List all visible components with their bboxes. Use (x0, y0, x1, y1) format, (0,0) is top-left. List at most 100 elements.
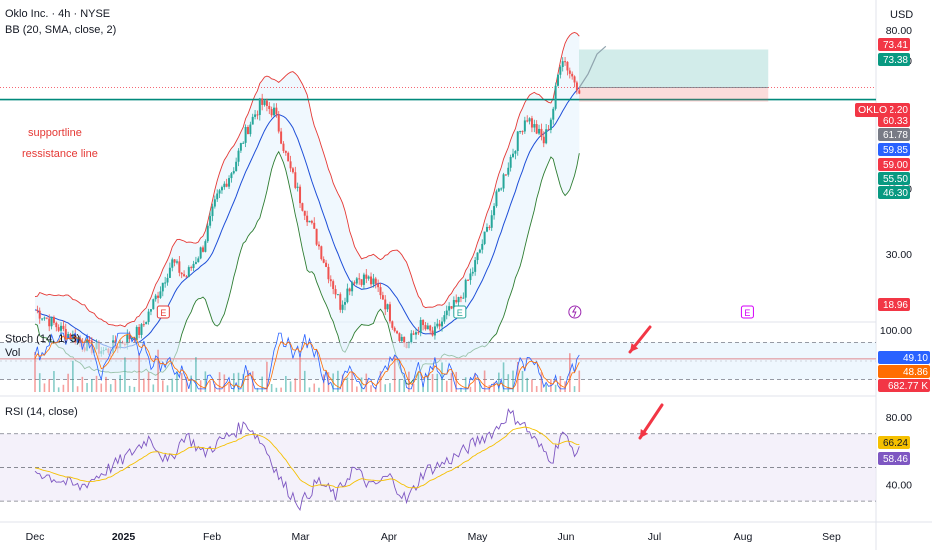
volume-bar (209, 381, 211, 392)
volume-bar (370, 385, 372, 392)
candle-body (556, 74, 559, 86)
candle-body (474, 260, 477, 272)
candle-body (256, 114, 259, 116)
volume-bar (237, 372, 240, 392)
volume-bar (143, 378, 145, 392)
candle-body (296, 186, 299, 188)
volume-bar (95, 375, 98, 392)
price-badge (878, 172, 910, 185)
candle-body (299, 186, 302, 204)
candle-body (168, 267, 171, 278)
volume-bar (161, 380, 164, 392)
vol-label[interactable]: Vol (5, 347, 21, 359)
candle-body (157, 295, 160, 298)
candle-body (561, 61, 564, 67)
candle-body (258, 98, 261, 115)
volume-bar (431, 374, 434, 392)
candle-body (246, 126, 249, 135)
candle-body (204, 241, 207, 252)
candle-body (282, 143, 285, 151)
candle-body (502, 174, 505, 189)
candle-body (263, 100, 266, 105)
volume-bar (138, 352, 140, 392)
volume-bar (100, 383, 103, 392)
volume-bar (540, 372, 543, 392)
candle-body (223, 183, 226, 188)
time-axis-label: Jul (648, 531, 661, 543)
volume-bar (119, 374, 121, 392)
candle-body (213, 199, 216, 207)
candle-body (500, 188, 503, 190)
volume-bar (427, 374, 429, 392)
stoch-badge (878, 365, 930, 378)
candle-body (55, 322, 58, 328)
price-badge-label: 55.50 (883, 174, 908, 185)
candle-body (512, 153, 515, 157)
currency-label[interactable]: USD (890, 9, 914, 21)
candle-body (566, 61, 569, 71)
candle-body (232, 171, 235, 174)
position-stop-zone (579, 87, 769, 102)
bb-indicator-label[interactable]: BB (20, SMA, close, 2) (5, 24, 117, 36)
volume-bar (308, 387, 311, 392)
volume-bar (483, 370, 486, 392)
rsi-label[interactable]: RSI (14, close) (5, 406, 78, 418)
support-label: supportline (28, 127, 82, 139)
candle-body (344, 302, 347, 305)
rsi-badge-label: 58.46 (883, 454, 908, 465)
volume-bar (445, 380, 448, 392)
volume-bar (417, 372, 420, 392)
candle-body (306, 215, 309, 223)
candle-body (379, 287, 382, 296)
volume-bar (228, 383, 230, 392)
candle-body (126, 334, 129, 345)
volume-bar (157, 349, 159, 392)
volume-bar (38, 373, 41, 392)
volume-bar (346, 377, 349, 392)
candle-body (467, 279, 470, 281)
candle-body (424, 325, 427, 330)
time-axis-label: Aug (734, 531, 753, 543)
candle-body (237, 150, 240, 162)
candle-body (552, 108, 555, 120)
candle-body (519, 131, 522, 133)
lightning-icon (571, 306, 577, 318)
price-badge-label: 73.41 (883, 40, 908, 51)
volume-bar (128, 385, 131, 392)
volume-bar (318, 387, 320, 392)
candle-body (280, 131, 283, 144)
candle-body (528, 118, 531, 122)
candle-body (140, 324, 143, 335)
candle-body (386, 304, 389, 310)
volume-bar (512, 370, 514, 392)
candle-body (422, 320, 425, 326)
time-axis-label: Dec (26, 531, 45, 543)
candle-body (365, 274, 368, 279)
candle-body (547, 129, 550, 131)
volume-bar (469, 386, 472, 392)
symbol-title[interactable]: Oklo Inc. · 4h · NYSE (5, 8, 111, 20)
volume-bar (266, 361, 268, 392)
candle-body (504, 174, 507, 176)
candle-body (384, 299, 387, 310)
stoch-label[interactable]: Stoch (14, 1, 3) (5, 333, 81, 345)
volume-bar (460, 387, 462, 392)
candle-body (431, 330, 434, 336)
candle-body (209, 216, 212, 226)
candle-body (251, 116, 254, 125)
position-target-zone (579, 49, 769, 88)
candle-body (265, 100, 268, 106)
ticker-tag: OKLO (855, 103, 891, 117)
candle-body (360, 279, 363, 285)
volume-bar (81, 376, 84, 392)
candle-body (564, 61, 567, 63)
price-badge-label: 18.96 (883, 300, 908, 311)
candle-body (509, 156, 512, 168)
candle-body (135, 326, 138, 341)
candle-body (403, 336, 406, 344)
candle-body (145, 321, 148, 325)
candle-body (301, 203, 304, 211)
volume-bar (270, 384, 273, 392)
candle-body (166, 277, 169, 283)
candle-body (362, 274, 365, 285)
